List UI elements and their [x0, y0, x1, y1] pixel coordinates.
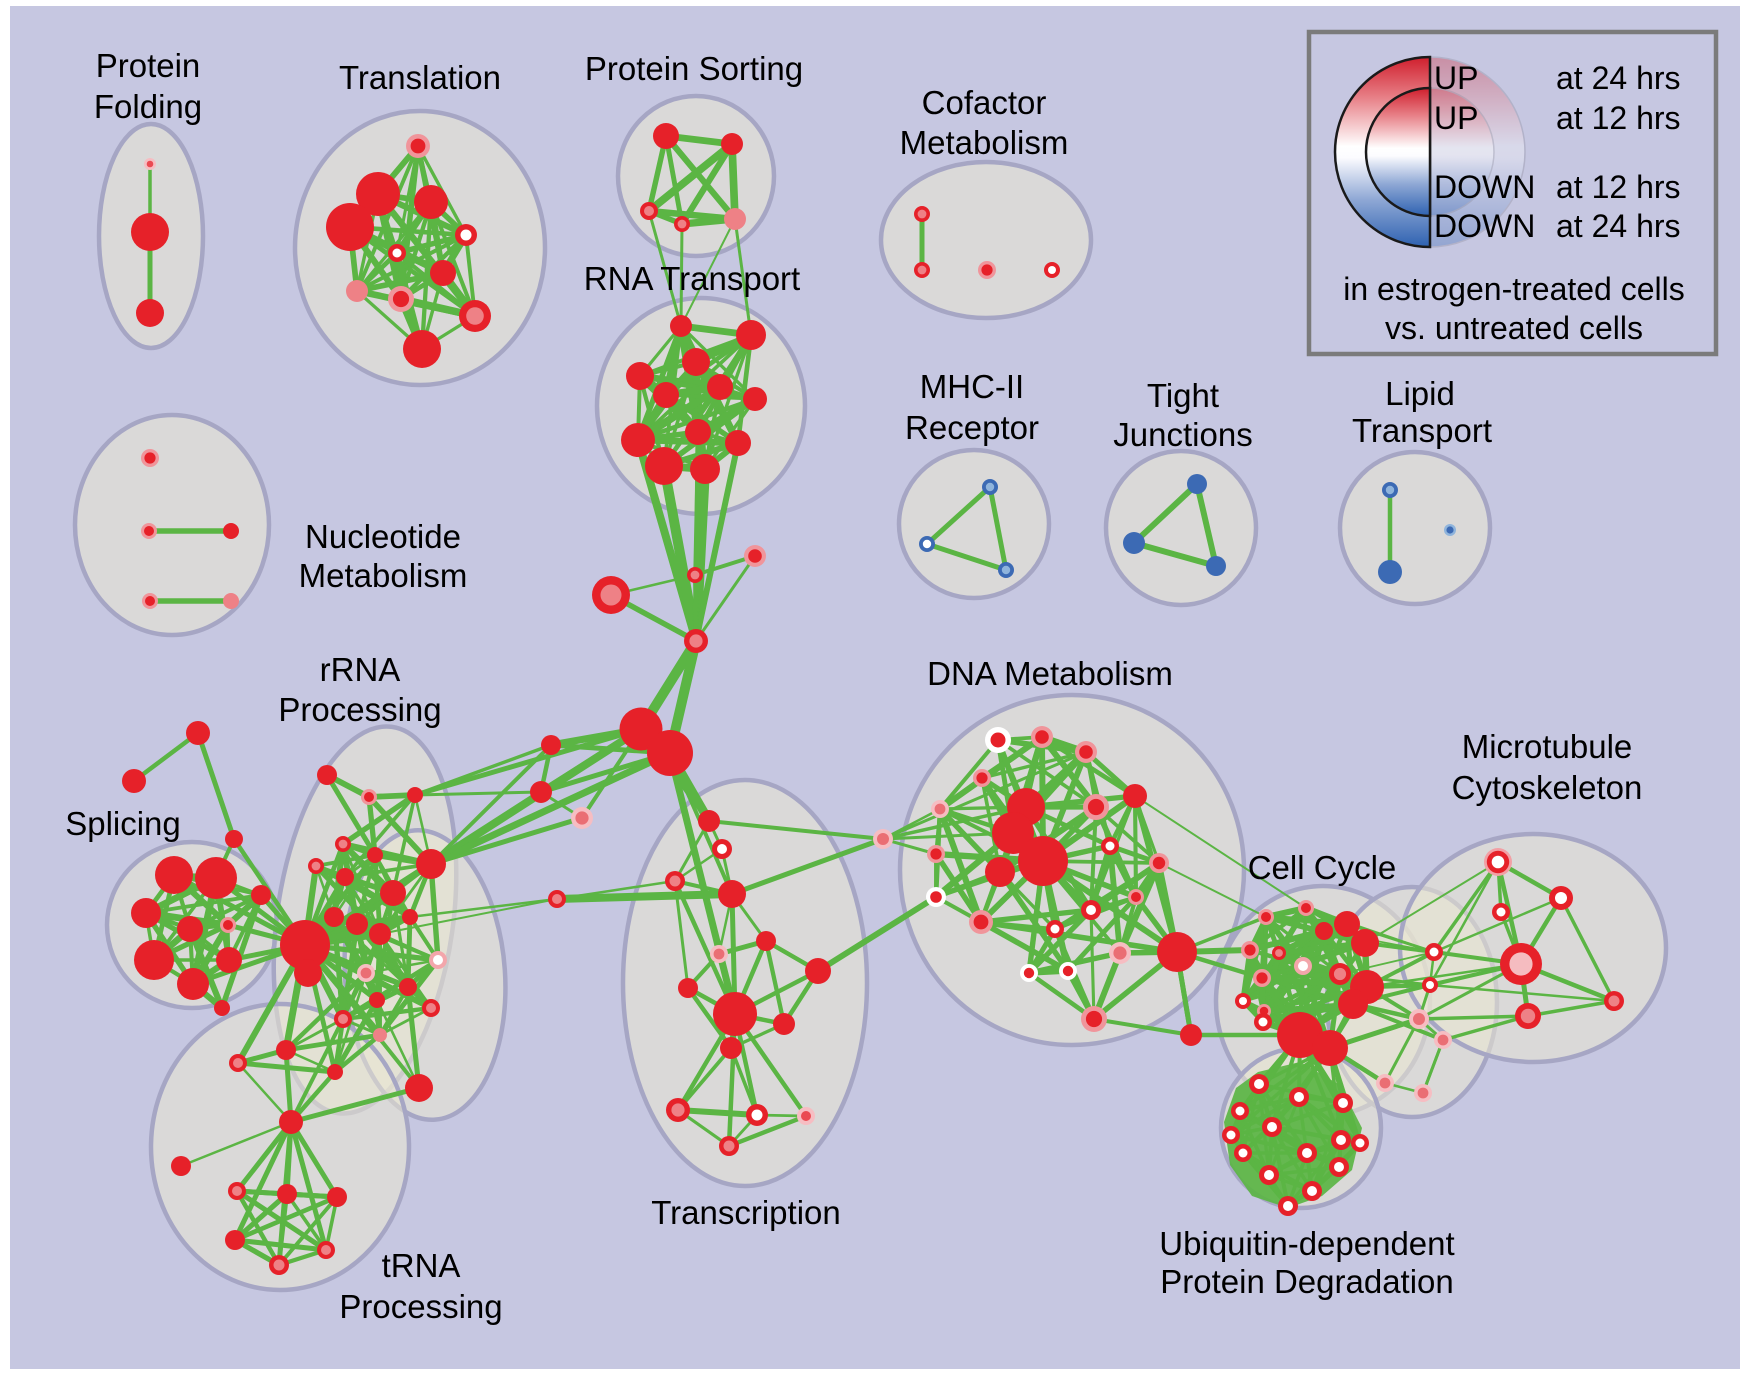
- svg-text:Protein Degradation: Protein Degradation: [1160, 1263, 1454, 1300]
- svg-text:Lipid: Lipid: [1385, 375, 1455, 412]
- svg-text:at 12 hrs: at 12 hrs: [1556, 169, 1681, 205]
- svg-text:Translation: Translation: [339, 59, 501, 96]
- svg-text:DNA Metabolism: DNA Metabolism: [927, 655, 1173, 692]
- svg-text:Splicing: Splicing: [65, 805, 181, 842]
- svg-text:Folding: Folding: [94, 88, 202, 125]
- svg-text:DOWN: DOWN: [1434, 169, 1535, 205]
- svg-text:Nucleotide: Nucleotide: [305, 518, 461, 555]
- svg-text:at 24 hrs: at 24 hrs: [1556, 60, 1681, 96]
- svg-text:Receptor: Receptor: [905, 409, 1039, 446]
- svg-text:Ubiquitin-dependent: Ubiquitin-dependent: [1159, 1225, 1454, 1262]
- svg-text:Cell Cycle: Cell Cycle: [1248, 849, 1397, 886]
- svg-text:vs. untreated cells: vs. untreated cells: [1385, 310, 1643, 346]
- svg-text:Processing: Processing: [278, 691, 441, 728]
- svg-text:Cofactor: Cofactor: [922, 84, 1047, 121]
- svg-text:in estrogen-treated cells: in estrogen-treated cells: [1343, 271, 1685, 307]
- svg-text:Protein: Protein: [96, 47, 201, 84]
- svg-text:Metabolism: Metabolism: [299, 557, 468, 594]
- svg-text:Microtubule: Microtubule: [1462, 728, 1633, 765]
- svg-text:Cytoskeleton: Cytoskeleton: [1452, 769, 1643, 806]
- svg-text:tRNA: tRNA: [382, 1247, 461, 1284]
- svg-text:UP: UP: [1434, 60, 1478, 96]
- svg-text:Transport: Transport: [1352, 412, 1492, 449]
- svg-text:MHC-II: MHC-II: [920, 368, 1024, 405]
- svg-text:rRNA: rRNA: [320, 651, 401, 688]
- svg-text:at 12 hrs: at 12 hrs: [1556, 100, 1681, 136]
- svg-text:DOWN: DOWN: [1434, 208, 1535, 244]
- svg-text:UP: UP: [1434, 100, 1478, 136]
- svg-text:Protein Sorting: Protein Sorting: [585, 50, 803, 87]
- svg-text:Junctions: Junctions: [1113, 416, 1252, 453]
- svg-text:Metabolism: Metabolism: [900, 124, 1069, 161]
- svg-text:at 24 hrs: at 24 hrs: [1556, 208, 1681, 244]
- svg-text:RNA Transport: RNA Transport: [584, 260, 800, 297]
- svg-text:Tight: Tight: [1147, 377, 1219, 414]
- svg-text:Transcription: Transcription: [651, 1194, 841, 1231]
- svg-text:Processing: Processing: [339, 1288, 502, 1325]
